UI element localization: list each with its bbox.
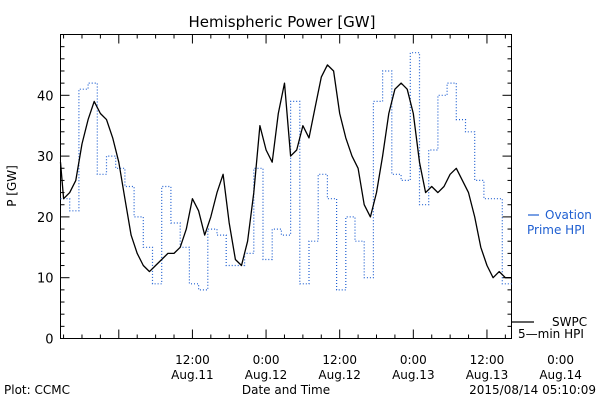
legend-ovation-label-line1: Ovation bbox=[545, 208, 592, 222]
x-tick-label-time: 12:00 bbox=[175, 353, 210, 367]
x-tick-label-time: 0:00 bbox=[547, 353, 574, 367]
series-layer bbox=[59, 52, 512, 291]
x-tick-label-time: 12:00 bbox=[470, 353, 505, 367]
plot-frame bbox=[60, 34, 512, 339]
legend-ovation-label-line2: Prime HPI bbox=[527, 223, 585, 237]
footer-timestamp: 2015/08/14 05:10:09 bbox=[469, 383, 596, 397]
y-axis-label: P [GW] bbox=[5, 165, 19, 207]
x-tick-label-time: 0:00 bbox=[253, 353, 280, 367]
x-tick-label-date: Aug.11 bbox=[171, 368, 214, 382]
legend-swpc-label-line1: SWPC bbox=[552, 315, 587, 329]
series-ovation-prime-hpi bbox=[60, 52, 512, 291]
legend-swpc-label-line2: 5—min HPI bbox=[518, 327, 584, 341]
y-tick-label: 30 bbox=[37, 150, 54, 165]
chart-title: Hemispheric Power [GW] bbox=[189, 13, 376, 31]
x-axis: 12:00Aug.110:00Aug.1212:00Aug.120:00Aug.… bbox=[63, 34, 582, 382]
y-tick-label: 10 bbox=[37, 272, 54, 287]
legend: Ovation Prime HPI SWPC 5—min HPI bbox=[512, 208, 592, 341]
y-tick-label: 20 bbox=[37, 211, 54, 226]
x-tick-label-date: Aug.14 bbox=[539, 368, 582, 382]
x-tick-label-date: Aug.12 bbox=[318, 368, 361, 382]
x-tick-label-time: 0:00 bbox=[400, 353, 427, 367]
y-tick-label: 0 bbox=[45, 333, 53, 348]
x-axis-label: Date and Time bbox=[242, 383, 330, 397]
y-tick-label: 40 bbox=[37, 89, 54, 104]
x-tick-label-time: 12:00 bbox=[322, 353, 357, 367]
x-tick-label-date: Aug.12 bbox=[245, 368, 288, 382]
series-swpc-5min-hpi bbox=[59, 64, 512, 279]
x-tick-label-date: Aug.13 bbox=[392, 368, 435, 382]
x-tick-label-date: Aug.13 bbox=[466, 368, 509, 382]
footer-plot-credit: Plot: CCMC bbox=[4, 383, 70, 397]
